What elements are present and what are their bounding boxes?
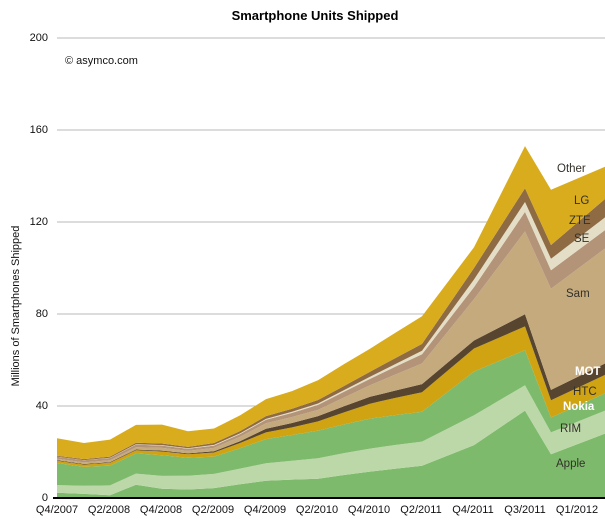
chart-title: Smartphone Units Shipped [231,8,399,23]
x-tick-label-Q2-2009: Q2/2009 [191,504,235,516]
series-label-other: Other [557,163,586,175]
y-tick-label-40: 40 [35,399,48,412]
area-series-rim [57,385,605,496]
series-label-lg: LG [574,195,590,207]
y-tick-label-120: 120 [29,215,48,228]
x-tick-label-Q2-2011: Q2/2011 [400,504,442,516]
series-label-sam: Sam [566,288,590,300]
x-tick-label-Q4-2009: Q4/2009 [243,504,287,516]
x-tick-label-Q2-2010: Q2/2010 [295,504,339,516]
x-tick-label-Q4-2007: Q4/2007 [35,504,79,516]
y-tick-label-80: 80 [35,307,48,320]
series-label-htc: HTC [573,386,597,398]
area-series-apple [57,410,605,498]
watermark: © asymco.com [65,55,138,67]
y-tick-label-200: 200 [29,31,48,44]
series-label-apple: Apple [556,458,586,470]
x-tick-label-Q4-2008: Q4/2008 [139,504,183,516]
area-series-mot [57,314,605,465]
area-series-nokia [57,350,605,486]
x-tick-label-Q4-2011: Q4/2011 [452,504,494,516]
x-tick-label-Q3-2011: Q3/2011 [504,504,546,516]
x-tick-label-Q4-2010: Q4/2010 [347,504,391,516]
series-label-rim: RIM [560,423,582,435]
x-tick-label-Q2-2008: Q2/2008 [87,504,131,516]
series-label-mot: MOT [575,366,601,378]
area-series-htc [57,326,605,467]
series-label-zte: ZTE [569,215,591,227]
series-label-se: SE [574,233,590,245]
series-label-nokia: Nokia [563,401,595,413]
x-tick-label-Q1-2012: Q1/2012 [555,504,599,516]
y-tick-label-0: 0 [41,491,48,504]
y-tick-label-160: 160 [29,123,48,136]
